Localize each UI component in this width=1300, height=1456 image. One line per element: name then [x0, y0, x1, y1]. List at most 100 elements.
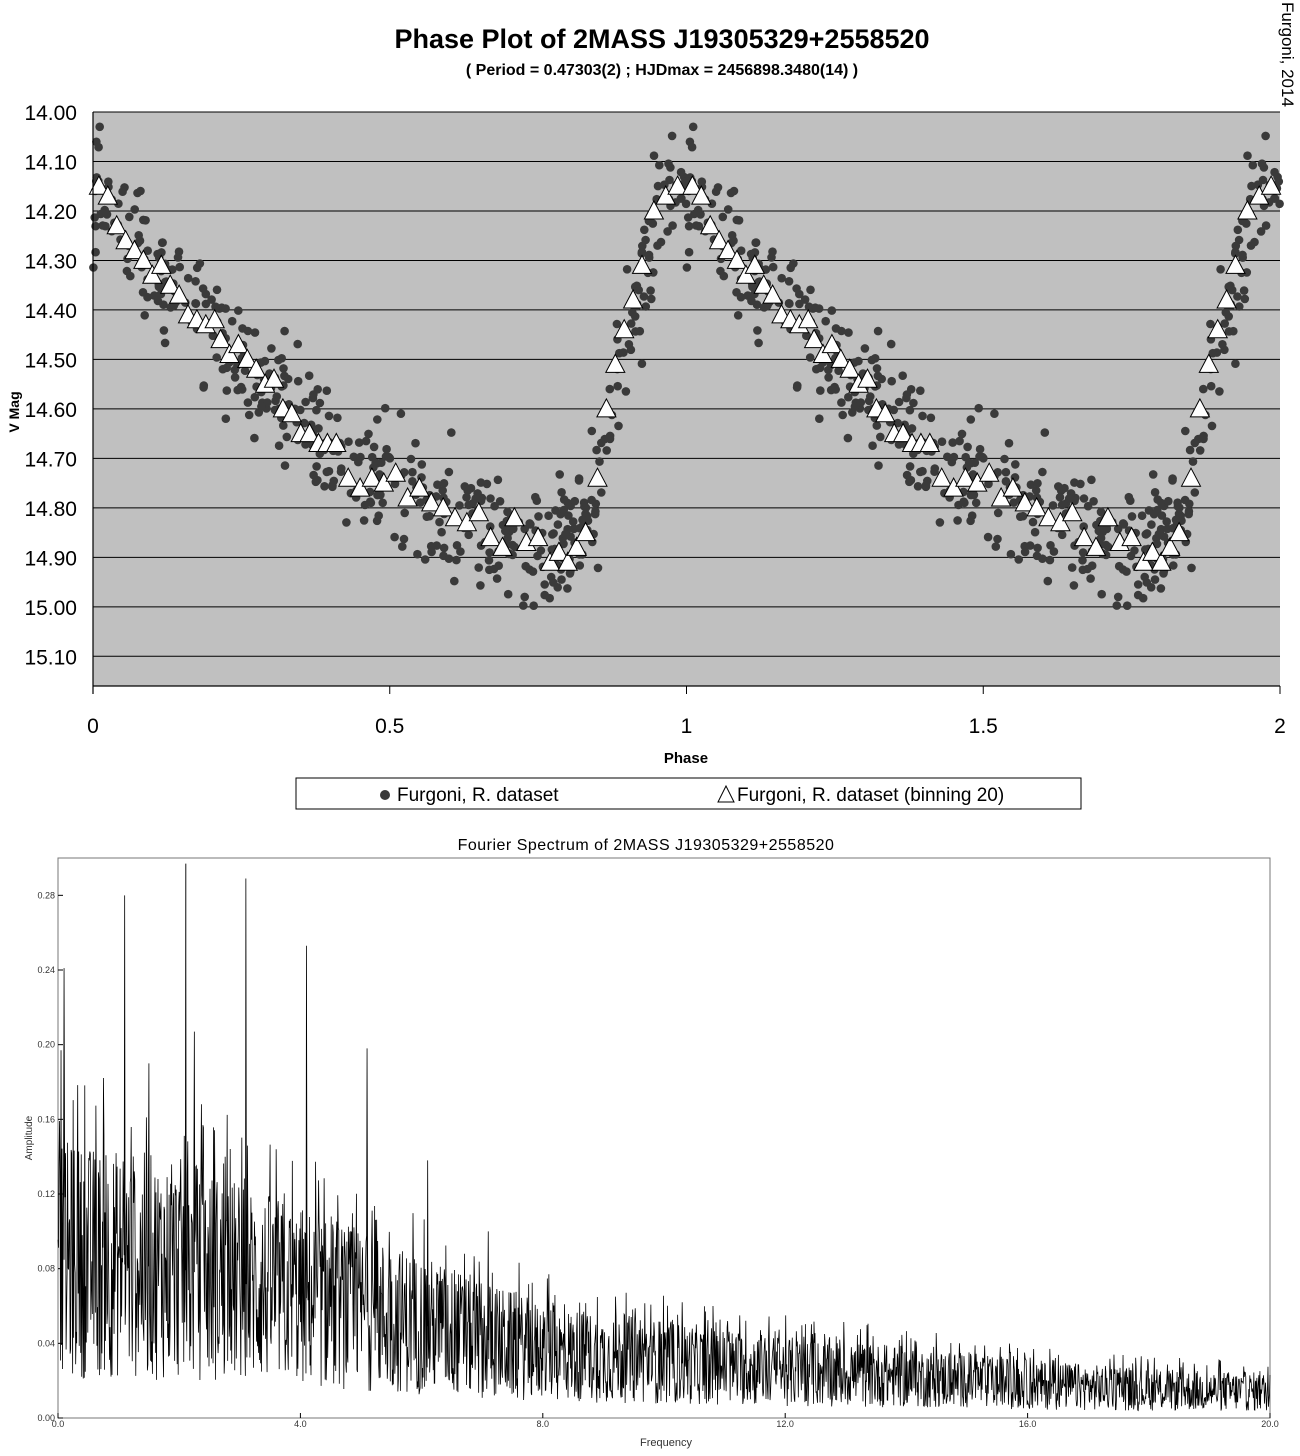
observation-point — [136, 186, 145, 196]
observation-point — [140, 311, 149, 320]
observation-point — [800, 295, 810, 304]
observation-point — [301, 440, 310, 449]
observation-point — [1218, 340, 1227, 349]
observation-point — [687, 142, 697, 152]
observation-point — [455, 501, 464, 510]
observation-point — [509, 524, 518, 534]
observation-point — [587, 495, 596, 505]
observation-point — [309, 470, 318, 480]
binned-point — [245, 358, 267, 378]
observation-point — [563, 584, 572, 593]
observation-point — [1164, 496, 1173, 506]
observation-point — [581, 503, 591, 512]
binned-point — [682, 175, 703, 195]
observation-point — [191, 299, 201, 309]
observation-point — [309, 390, 318, 399]
observation-point — [218, 364, 228, 374]
observation-point — [824, 365, 833, 375]
observation-point — [1154, 529, 1164, 539]
observation-point — [1000, 454, 1009, 464]
plot-area — [93, 112, 1280, 686]
observation-point — [876, 432, 885, 442]
observation-point — [417, 460, 427, 469]
observation-point — [1146, 583, 1156, 592]
observation-point — [1227, 285, 1237, 295]
observation-point — [905, 405, 915, 415]
y-tick-label: 14.00 — [24, 102, 77, 125]
observation-point — [751, 238, 760, 247]
observation-point — [1033, 543, 1042, 553]
observation-point — [450, 576, 459, 586]
observation-point — [452, 555, 461, 565]
phase-plot: 14.00 14.10 14.20 14.30 14.40 14.50 14.60 14.70… — [24, 102, 1285, 738]
axes — [92, 112, 1281, 694]
observation-point — [1057, 530, 1067, 540]
observation-point — [1112, 601, 1122, 610]
observation-point — [563, 498, 573, 508]
observation-point — [644, 250, 654, 260]
binned-point — [1050, 511, 1071, 532]
observation-point — [1195, 446, 1205, 455]
observation-point — [834, 366, 843, 376]
observation-point — [1171, 515, 1181, 525]
binned-point — [667, 175, 688, 195]
observation-point — [207, 295, 216, 304]
observation-point — [1188, 457, 1198, 466]
observation-point — [812, 364, 821, 374]
binned-point — [575, 521, 596, 542]
observation-point — [615, 348, 624, 358]
binned-point — [480, 526, 501, 547]
binned-point — [1026, 496, 1048, 517]
observation-point — [250, 433, 259, 443]
binned-point — [812, 343, 834, 363]
spectrum-y-tick-label: 0.04 — [37, 1338, 55, 1348]
observation-point — [1181, 426, 1190, 436]
binned-point — [1237, 199, 1258, 220]
observation-point — [905, 477, 914, 487]
observation-point — [1148, 470, 1158, 479]
binned-point — [548, 541, 570, 561]
observation-point — [1175, 503, 1184, 512]
observation-point — [1163, 524, 1172, 534]
observation-point — [719, 271, 729, 281]
observation-point — [1235, 302, 1244, 311]
observation-point — [806, 285, 815, 295]
observation-point — [464, 484, 474, 494]
binned-point — [655, 185, 677, 205]
observation-point — [125, 212, 134, 222]
observation-point — [382, 444, 391, 454]
binned-point — [919, 432, 941, 452]
x-tick-label: 1 — [681, 715, 693, 738]
observation-point — [605, 384, 615, 394]
observation-point — [312, 405, 321, 415]
observation-point — [639, 292, 649, 301]
observation-point — [683, 213, 693, 222]
observation-point — [1048, 501, 1058, 510]
observation-point — [696, 210, 705, 219]
observation-point — [902, 470, 912, 480]
observation-point — [282, 432, 292, 442]
observation-point — [1126, 496, 1135, 506]
observation-point — [727, 231, 737, 240]
binned-point — [892, 422, 914, 443]
observation-point — [250, 392, 260, 402]
observation-point — [198, 284, 208, 293]
observation-point — [438, 486, 448, 495]
binned-point — [325, 432, 347, 452]
spectrum-x-tick-label: 20.0 — [1261, 1419, 1279, 1429]
observation-point — [648, 219, 658, 228]
observation-point — [1157, 498, 1166, 508]
observation-point — [626, 319, 636, 328]
binned-point — [236, 348, 258, 368]
observation-point — [909, 398, 918, 408]
observation-point — [898, 371, 907, 381]
observation-point — [374, 511, 384, 520]
observation-point — [1046, 541, 1055, 550]
observation-point — [138, 288, 148, 297]
observation-point — [605, 434, 615, 444]
observation-point — [557, 575, 566, 584]
observation-point — [827, 306, 837, 315]
observation-point — [464, 530, 474, 540]
observation-point — [1020, 541, 1029, 551]
observation-point — [864, 396, 874, 406]
